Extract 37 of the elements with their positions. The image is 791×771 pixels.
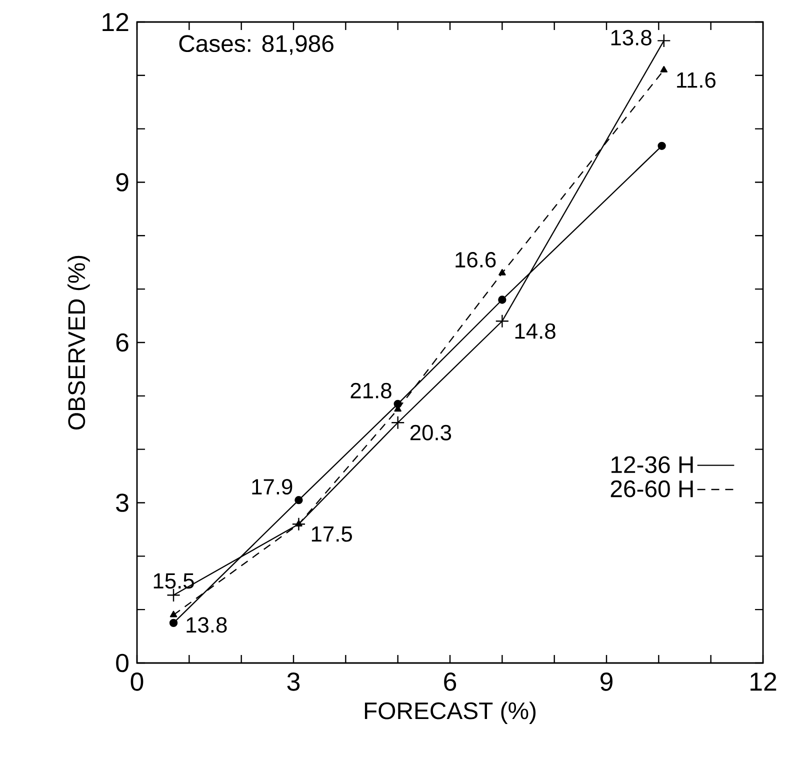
annotation: Cases: 81,986 [179, 35, 334, 55]
annotation: 13.8 [611, 30, 652, 46]
annotation: 21.8 [350, 382, 392, 398]
y-tick-label: 0 [116, 654, 128, 672]
y-tick-label: 6 [116, 333, 128, 352]
annotation: 15.5 [154, 573, 194, 589]
point [660, 66, 668, 72]
point [170, 610, 178, 618]
point [498, 268, 506, 276]
point [294, 496, 303, 504]
y-tick-label: 9 [116, 173, 128, 192]
annotation: 20.3 [410, 424, 452, 440]
x-axis-title: FORECAST (%) [364, 702, 536, 724]
point [394, 400, 402, 408]
y-tick-label: 12 [102, 12, 128, 32]
y-axis-title: OBSERVED (%) [68, 256, 90, 430]
annotation: 13.8 [186, 617, 227, 633]
x-tick-label: 0 [130, 672, 144, 691]
x-tick-label: 12 [750, 672, 776, 691]
point [166, 588, 180, 602]
point [658, 142, 666, 150]
x-tick-label: 9 [600, 672, 612, 691]
annotation: 11.6 [677, 72, 716, 88]
y-tick-label: 3 [116, 494, 128, 512]
x-tick-label: 3 [287, 672, 300, 691]
point [390, 416, 405, 430]
point [495, 314, 510, 328]
annotation: 16.6 [456, 252, 496, 268]
point [657, 34, 671, 48]
annotation: 14.8 [515, 323, 556, 339]
point [498, 296, 506, 304]
legend-label: 26-60 H [610, 480, 693, 498]
legend-label: 12-36 H [612, 456, 693, 474]
annotation: 17.5 [312, 526, 352, 542]
annotation: 17.9 [252, 479, 292, 495]
x-tick-label: 6 [444, 672, 456, 691]
point [169, 618, 178, 628]
